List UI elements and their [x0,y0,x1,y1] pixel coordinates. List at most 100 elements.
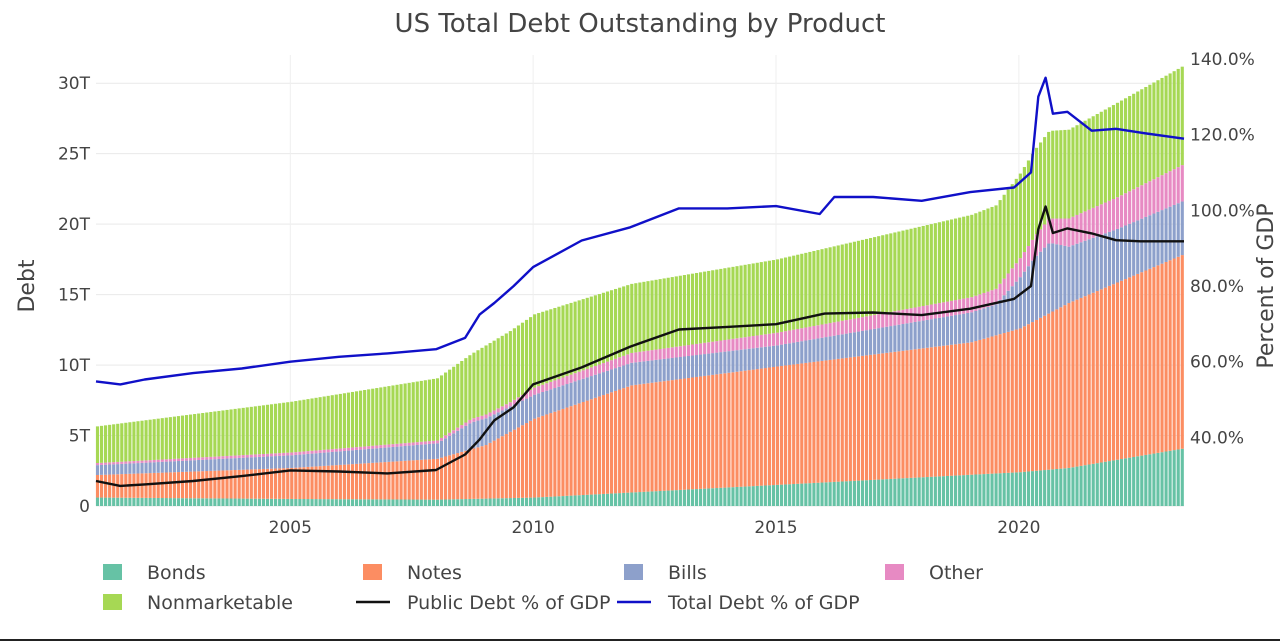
bar-notes [512,429,516,498]
bar-bonds [367,499,371,506]
bar-other [941,302,946,318]
bar-bonds [699,488,703,506]
bar-other [852,318,856,333]
bar-bills [986,306,990,338]
bar-notes [873,354,877,480]
bar-bills [500,410,504,437]
bar-bonds [832,481,836,506]
bar-bills [816,338,820,362]
bar-notes [1140,272,1144,456]
bar-nonmarketable [634,283,638,353]
bar-nonmarketable [140,420,144,461]
bar-nonmarketable [856,240,861,318]
bar-other [694,343,699,356]
bar-notes [954,344,958,476]
bar-bills [990,305,994,337]
bar-other [1164,173,1168,209]
bar-other [860,317,865,331]
bar-nonmarketable [1103,109,1107,203]
bar-nonmarketable [658,279,662,349]
bar-bonds [95,497,100,506]
bar-bonds [253,498,257,506]
bar-nonmarketable [1152,82,1156,180]
bar-bonds [108,497,112,506]
legend-label-bills: Bills [668,562,707,584]
bar-nonmarketable [739,265,743,338]
bar-nonmarketable [1079,122,1083,214]
bar-bonds [1180,448,1184,506]
bar-bonds [99,497,104,506]
bar-other [221,456,225,459]
bar-bonds [261,498,266,506]
bar-notes [1022,326,1026,472]
bar-other [415,442,419,445]
bar-bills [715,352,719,375]
bar-nonmarketable [480,347,484,416]
bar-other [1006,273,1010,291]
bar-other [160,459,164,462]
bar-other [1168,171,1172,207]
bar-other [889,311,893,327]
bar-bills [217,458,221,471]
bar-bills [860,330,865,356]
bar-notes [201,471,205,499]
y-axis-title: Debt [15,259,40,312]
bar-bills [743,349,747,371]
bar-nonmarketable [666,277,670,348]
bar-bills [869,329,873,355]
bar-bills [885,326,889,353]
bar-bills [577,380,581,404]
bar-bonds [144,497,148,506]
bar-bills [626,364,630,387]
bar-bills [812,339,816,362]
bar-other [836,321,840,336]
bar-bonds [180,498,185,506]
bar-notes [334,465,338,500]
bar-nonmarketable [112,424,116,463]
bar-nonmarketable [994,205,998,289]
bar-bills [286,455,290,469]
bar-other [557,378,561,387]
bar-other [690,344,695,356]
bar-bonds [435,499,440,506]
bar-notes [371,462,375,500]
bar-bills [1107,231,1111,286]
bar-notes [500,436,504,499]
bar-other [411,442,415,446]
bar-nonmarketable [808,251,812,327]
bar-other [1071,216,1075,246]
bar-nonmarketable [755,262,759,336]
bar-notes [217,470,221,499]
bar-notes [172,472,176,499]
bar-other [229,455,233,459]
bar-nonmarketable [379,387,383,446]
bar-other [1156,177,1160,212]
bar-bills [1002,295,1006,334]
bar-bills [974,310,978,342]
bar-nonmarketable [407,382,411,443]
bar-other [245,454,249,458]
bar-bills [245,457,249,470]
bar-bonds [678,489,682,506]
bar-notes [160,472,164,499]
bar-nonmarketable [719,268,723,341]
bar-nonmarketable [1107,107,1111,201]
bar-notes [359,463,363,500]
bar-notes [448,455,452,500]
bar-nonmarketable [897,231,901,311]
bar-notes [444,456,448,500]
bar-nonmarketable [1176,68,1180,168]
bar-other [172,458,176,462]
bar-nonmarketable [982,210,986,293]
bar-other [723,339,727,352]
bar-bills [735,350,739,372]
bar-nonmarketable [869,238,873,316]
bar-bonds [245,498,249,506]
bar-nonmarketable [241,407,245,456]
bar-bills [703,354,707,376]
bar-nonmarketable [1059,130,1063,219]
bar-bonds [913,477,917,506]
bar-other [751,336,755,349]
bar-other [512,399,516,405]
bar-other [193,457,197,461]
